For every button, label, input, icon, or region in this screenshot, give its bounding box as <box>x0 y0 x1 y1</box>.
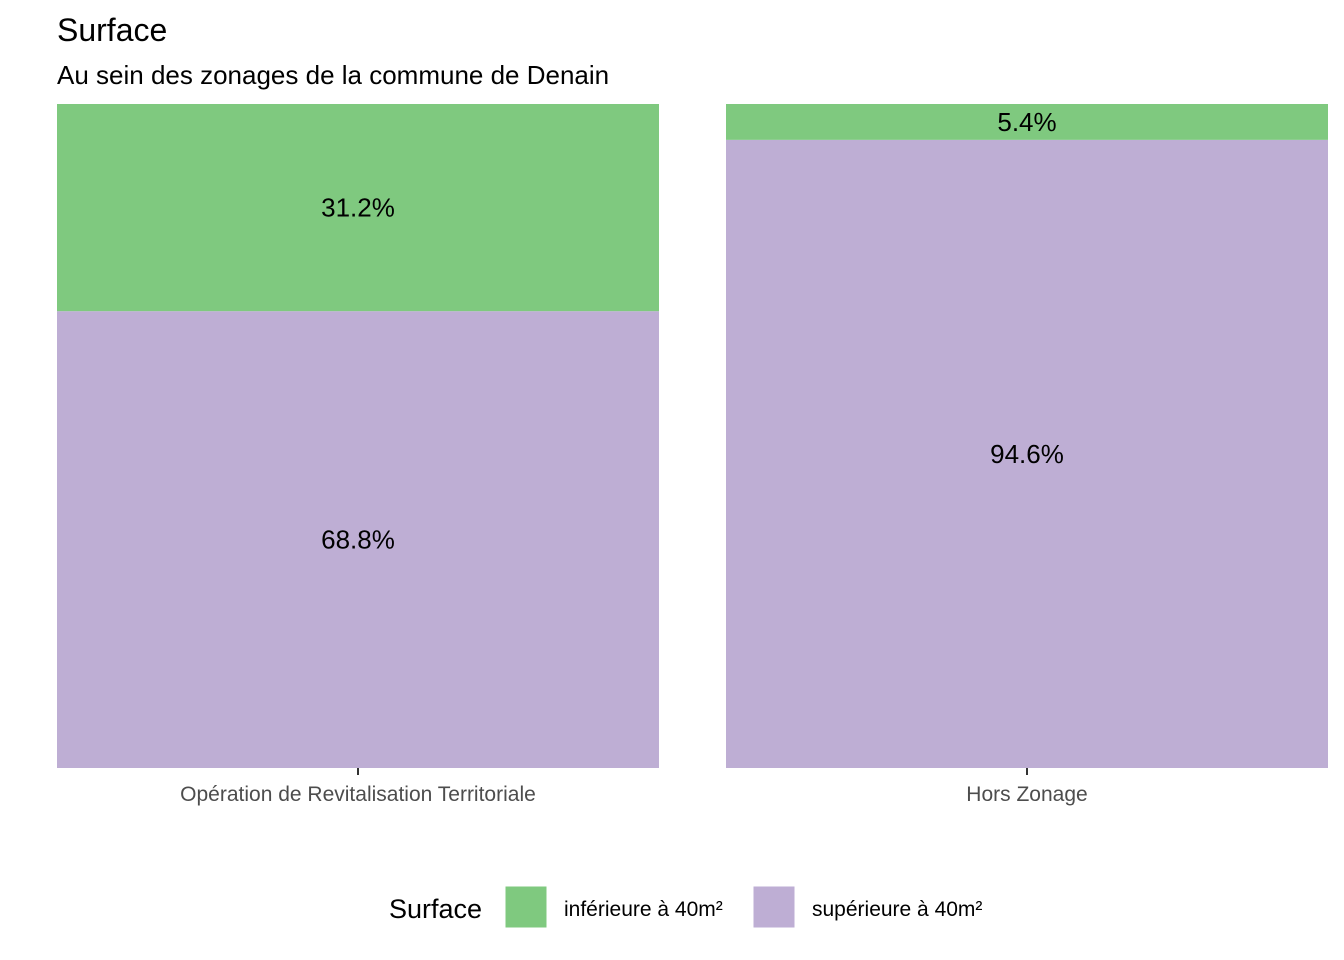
legend: Surface inférieure à 40m² supérieure à 40… <box>389 885 982 929</box>
bar-segment <box>726 104 1328 140</box>
panel-1: 68.8% 31.2% Opération de Revitalisation Te… <box>57 104 659 806</box>
chart-panels: 68.8% 31.2% Opération de Revitalisation Te… <box>57 104 1328 806</box>
bar-value-label: 5.4% <box>997 107 1056 137</box>
bar-segment <box>726 139 1328 768</box>
legend-items: inférieure à 40m² supérieure à 40m² <box>504 885 982 929</box>
legend-key <box>752 885 796 929</box>
legend-item: supérieure à 40m² <box>752 885 982 929</box>
chart-subtitle: Au sein des zonages de la commune de Den… <box>57 60 609 90</box>
bar-value-label: 94.6% <box>990 439 1064 469</box>
legend-title: Surface <box>389 894 482 924</box>
legend-key <box>504 885 548 929</box>
bar-value-label: 31.2% <box>321 193 395 223</box>
legend-label: supérieure à 40m² <box>812 898 982 921</box>
x-tick-label: Opération de Revitalisation Territoriale <box>180 783 536 806</box>
x-tick-label: Hors Zonage <box>966 783 1087 806</box>
bar-segment <box>57 104 659 312</box>
legend-item: inférieure à 40m² <box>504 885 723 929</box>
bar-value-label: 68.8% <box>321 525 395 555</box>
bar-segment <box>57 311 659 768</box>
chart-title: Surface <box>57 12 167 48</box>
legend-label: inférieure à 40m² <box>564 898 723 921</box>
panel-2: 94.6% 5.4% Hors Zonage <box>726 104 1328 806</box>
